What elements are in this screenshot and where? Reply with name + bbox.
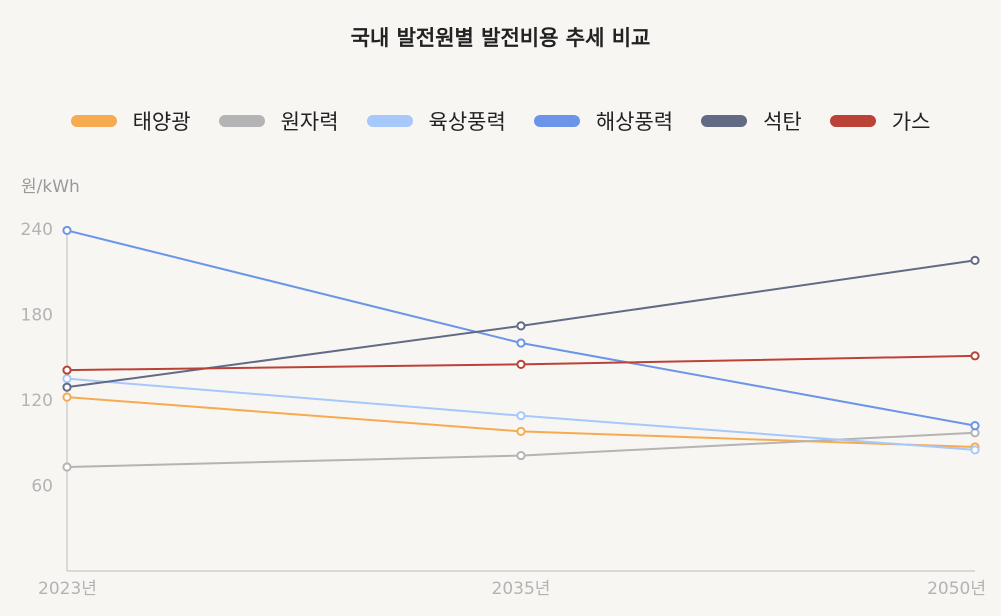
x-tick-label: 2050년 (927, 579, 986, 599)
legend-swatch (218, 115, 265, 127)
chart-legend: 태양광 원자력 육상풍력 해상풍력 석탄 가스 (0, 106, 1001, 136)
legend-swatch (701, 115, 748, 127)
data-point[interactable] (516, 411, 526, 421)
x-tick-label: 2035년 (492, 579, 551, 599)
series-group (62, 392, 980, 452)
y-axis-unit-label: 원/kWh (21, 177, 80, 197)
series-group (62, 374, 980, 455)
data-point[interactable] (516, 338, 526, 348)
legend-swatch (366, 115, 413, 127)
legend-item[interactable]: 태양광 (70, 106, 191, 136)
legend-item[interactable]: 육상풍력 (366, 106, 506, 136)
series-group (62, 351, 980, 375)
x-tick-label: 2023년 (38, 579, 97, 599)
legend-item[interactable]: 해상풍력 (533, 106, 674, 136)
legend-swatch (70, 115, 117, 127)
legend-label: 원자력 (280, 110, 339, 134)
data-point[interactable] (516, 359, 526, 369)
y-tick-label: 180 (21, 306, 53, 326)
legend-item[interactable]: 가스 (829, 106, 931, 136)
data-point[interactable] (970, 351, 980, 361)
data-point[interactable] (970, 428, 980, 438)
data-point[interactable] (970, 421, 980, 431)
series-group (62, 255, 980, 392)
legend-label: 해상풍력 (595, 110, 674, 134)
data-point[interactable] (62, 225, 72, 236)
data-point[interactable] (62, 392, 72, 402)
data-point[interactable] (62, 382, 72, 392)
chart-title: 국내 발전원별 발전비용 추세 비교 (350, 26, 651, 50)
series-line (66, 431, 976, 468)
series-group (62, 428, 980, 472)
data-point[interactable] (516, 321, 526, 331)
data-point[interactable] (62, 462, 72, 472)
legend-label: 육상풍력 (428, 110, 506, 134)
legend-label: 태양광 (132, 110, 191, 134)
legend-swatch (533, 115, 580, 127)
data-point[interactable] (970, 445, 980, 455)
series-group (62, 225, 980, 431)
legend-item[interactable]: 석탄 (701, 106, 802, 136)
data-point[interactable] (516, 450, 526, 461)
data-point[interactable] (62, 374, 72, 384)
y-tick-label: 240 (21, 220, 53, 240)
legend-label: 석탄 (763, 110, 802, 134)
legend-swatch (829, 115, 876, 127)
y-tick-label: 120 (21, 391, 53, 411)
data-point[interactable] (970, 255, 980, 265)
y-tick-label: 60 (31, 477, 53, 497)
legend-label: 가스 (891, 110, 931, 134)
legend-item[interactable]: 원자력 (218, 106, 339, 136)
data-point[interactable] (62, 365, 72, 375)
data-point[interactable] (516, 426, 526, 436)
